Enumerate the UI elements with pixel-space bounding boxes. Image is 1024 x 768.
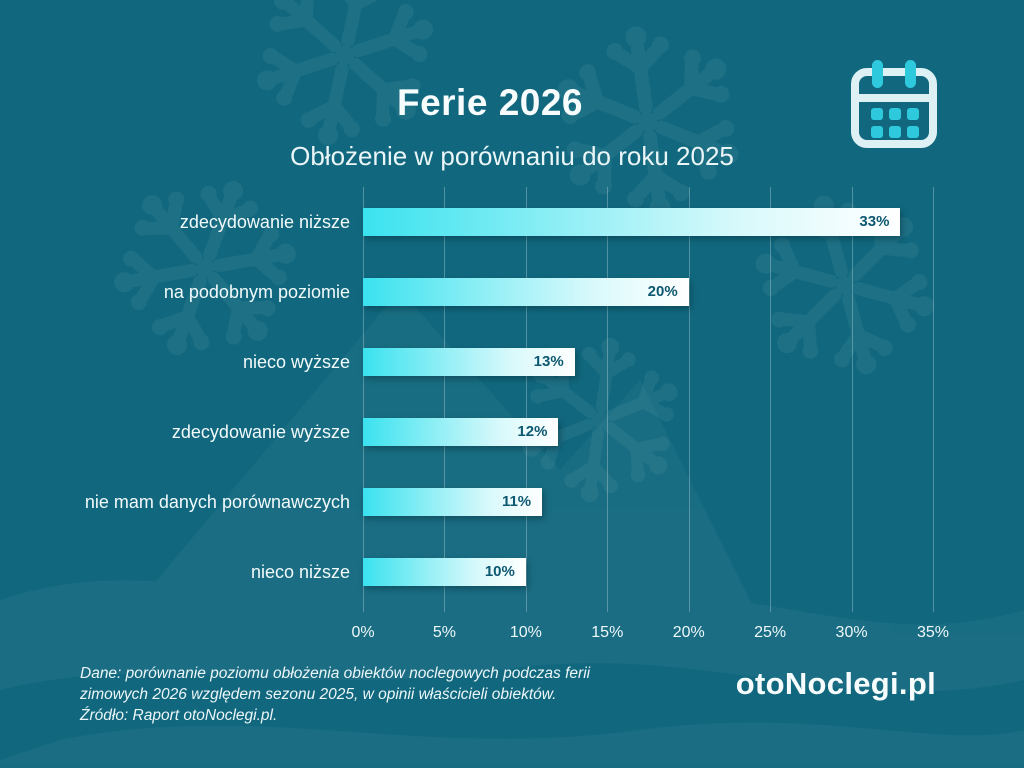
bar: 12% — [363, 418, 559, 446]
bar: 11% — [363, 488, 543, 516]
bar-value-label: 33% — [859, 213, 890, 230]
x-tick-label: 25% — [754, 624, 787, 641]
bar-value-label: 10% — [484, 563, 515, 580]
gridline — [525, 187, 527, 612]
x-tick-label: 0% — [351, 624, 375, 641]
bar-value-label: 20% — [647, 283, 678, 300]
category-labels: zdecydowanie niższe na podobnym poziomie n… — [0, 187, 350, 612]
footer-line: Źródło: Raport otoNoclegi.pl. — [80, 707, 278, 724]
gridline — [770, 187, 772, 612]
bar: 13% — [363, 348, 575, 376]
brand-logo: otoNoclegi.pl — [735, 666, 936, 701]
x-tick-label: 10% — [509, 624, 542, 641]
page-subtitle: Obłożenie w porównaniu do roku 2025 — [290, 141, 734, 171]
x-tick-label: 35% — [916, 624, 950, 641]
footer-line: Dane: porównanie poziomu obłożenia obiek… — [80, 665, 591, 682]
footer-note: Dane: porównanie poziomu obłożenia obiek… — [80, 663, 640, 726]
gridline — [444, 187, 446, 612]
x-tick-label: 30% — [835, 624, 868, 641]
bar-value-label: 11% — [501, 493, 532, 510]
gridline — [607, 187, 609, 612]
footer-line: zimowych 2026 względem sezonu 2025, w op… — [80, 686, 557, 703]
category-label: zdecydowanie niższe — [179, 212, 350, 232]
x-tick-label: 15% — [591, 624, 624, 641]
gridline — [363, 187, 364, 612]
gridline — [851, 187, 853, 612]
bar-value-label: 12% — [517, 423, 548, 440]
calendar-icon — [851, 60, 937, 148]
gridline — [688, 187, 690, 612]
gridline — [933, 187, 934, 612]
bar: 20% — [363, 278, 689, 306]
bar-value-label: 13% — [533, 353, 564, 370]
x-tick-label: 20% — [672, 624, 705, 641]
category-label: na podobnym poziomie — [163, 282, 350, 302]
bar: 10% — [363, 558, 526, 586]
category-label: nieco niższe — [250, 562, 350, 582]
category-label: nieco wyższe — [242, 352, 350, 372]
plot-area: 0% 5% 10% 15% 20% 25% 30% 35% 33% 20% 13% 12% 11% 10% — [351, 187, 949, 641]
category-label: zdecydowanie wyższe — [171, 422, 350, 442]
x-tick-label: 5% — [432, 624, 456, 641]
page-title: Ferie 2026 — [396, 82, 584, 123]
category-label: nie mam danych porównawczych — [84, 492, 350, 512]
bar: 33% — [363, 208, 901, 236]
